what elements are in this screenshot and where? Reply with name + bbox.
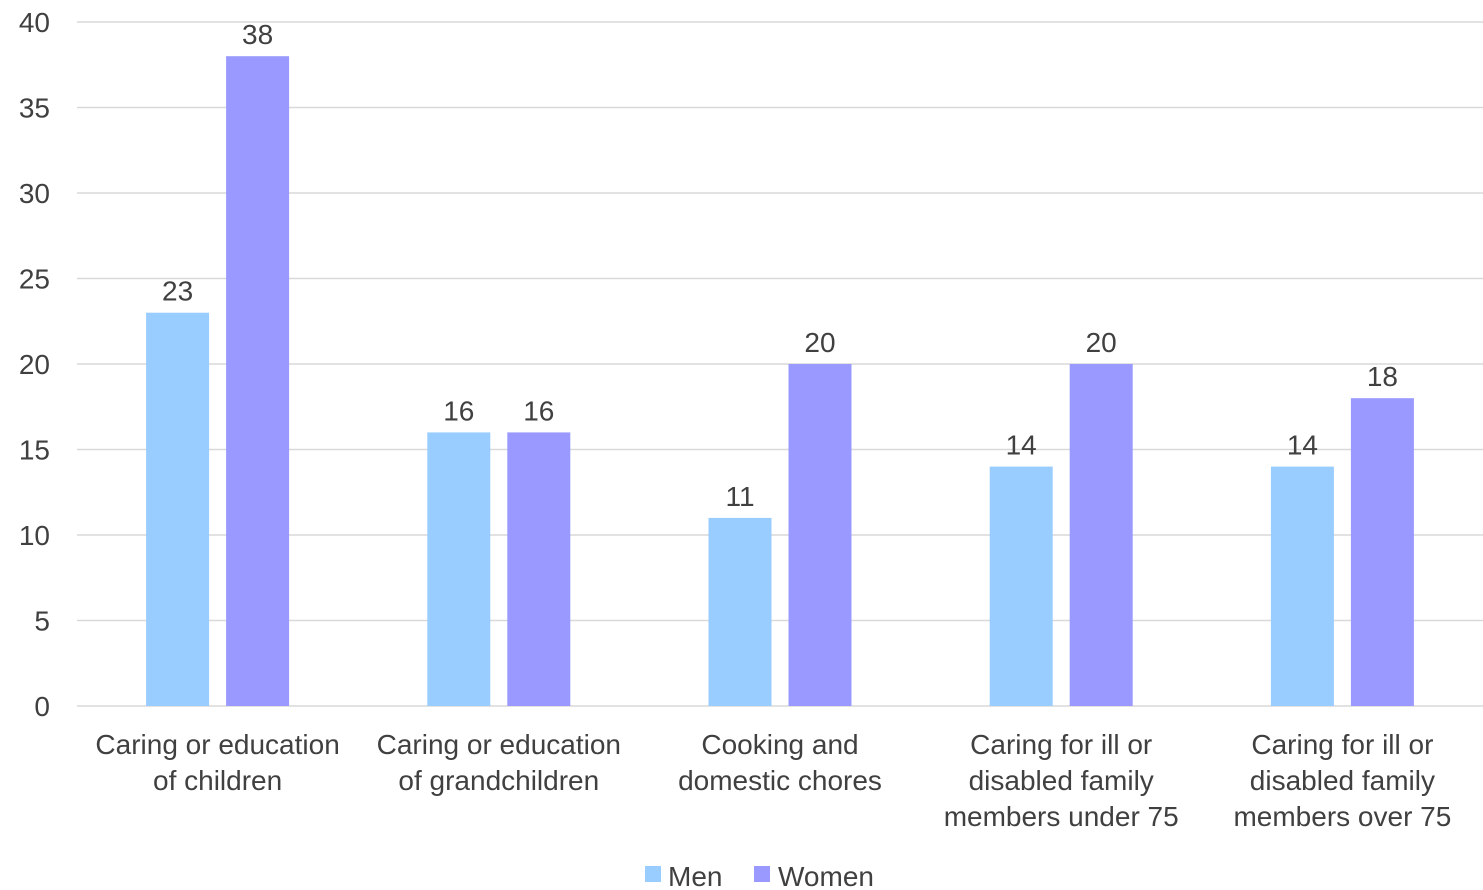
bar-women [1350, 398, 1414, 706]
y-tick-label: 15 [19, 435, 50, 466]
category-label: Cooking and domestic chores [678, 729, 882, 796]
bar-women [226, 56, 290, 706]
bars [146, 56, 1414, 706]
data-label-women: 16 [523, 395, 554, 426]
legend-swatch-women [754, 866, 770, 882]
category-label-line: members under 75 [944, 801, 1179, 832]
data-label-men: 23 [162, 276, 193, 307]
data-labels: 23 38 16 16 11 20 14 20 14 18 [162, 19, 1398, 512]
category-label-line: disabled family [1250, 765, 1435, 796]
bar-men [989, 466, 1053, 706]
category-label: Caring for ill or disabled family members … [1233, 729, 1451, 832]
category-label-line: Caring or education [377, 729, 621, 760]
category-label-line: members over 75 [1233, 801, 1451, 832]
bar-women [1069, 364, 1133, 706]
category-label: Caring or education of children [95, 729, 339, 796]
legend: Men Women [645, 861, 874, 890]
data-label-men: 14 [1287, 430, 1318, 461]
y-tick-label: 0 [34, 691, 50, 722]
y-tick-label: 35 [19, 93, 50, 124]
category-label-line: of children [153, 765, 282, 796]
data-label-men: 16 [443, 395, 474, 426]
data-label-men: 11 [725, 481, 754, 512]
category-label: Caring for ill or disabled family members … [944, 729, 1179, 832]
legend-label-women: Women [778, 861, 874, 890]
data-label-women: 38 [242, 19, 273, 50]
bar-men [427, 432, 491, 706]
y-axis-ticks: 0 5 10 15 20 25 30 35 40 [19, 7, 50, 722]
data-label-women: 20 [1086, 327, 1117, 358]
legend-swatch-men [645, 866, 661, 882]
category-label-line: of grandchildren [398, 765, 599, 796]
category-label-line: Caring for ill or [1251, 729, 1433, 760]
data-label-men: 14 [1006, 430, 1037, 461]
category-label-line: Caring or education [95, 729, 339, 760]
bar-men [1270, 466, 1334, 706]
bar-women [788, 364, 852, 706]
data-label-women: 18 [1367, 361, 1398, 392]
legend-label-men: Men [668, 861, 722, 890]
y-tick-label: 5 [34, 606, 50, 637]
bar-men [708, 517, 772, 706]
bar-women [507, 432, 571, 706]
y-tick-label: 25 [19, 264, 50, 295]
category-label-line: Cooking and [701, 729, 858, 760]
bar-men [146, 312, 210, 706]
y-tick-label: 40 [19, 7, 50, 38]
y-tick-label: 30 [19, 178, 50, 209]
gridlines [77, 21, 1483, 707]
category-label-line: Caring for ill or [970, 729, 1152, 760]
y-tick-label: 10 [19, 520, 50, 551]
category-label-line: domestic chores [678, 765, 882, 796]
category-label-line: disabled family [969, 765, 1154, 796]
y-tick-label: 20 [19, 349, 50, 380]
category-label: Caring or education of grandchildren [377, 729, 621, 796]
data-label-women: 20 [804, 327, 835, 358]
